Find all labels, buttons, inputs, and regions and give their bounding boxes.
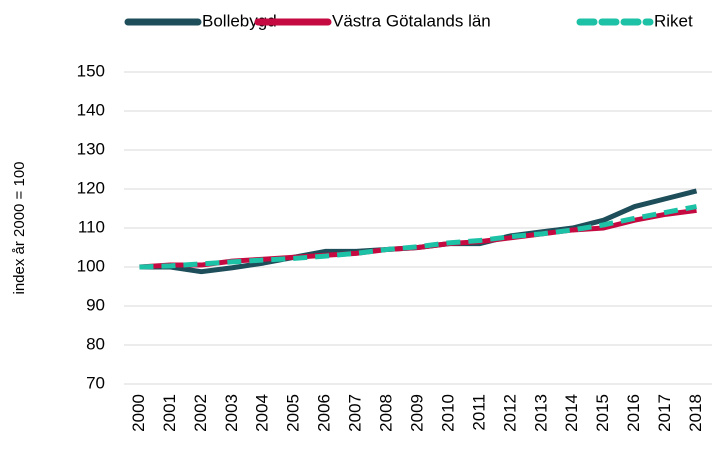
x-tick-label: 2010 (438, 394, 457, 432)
x-tick-label: 2018 (686, 394, 705, 432)
line-series (139, 207, 697, 270)
x-tick-label: 2002 (191, 394, 210, 432)
x-tick-label: 2003 (222, 394, 241, 432)
y-axis-label: index år 2000 = 100 (11, 161, 28, 294)
x-tick-label: 2008 (377, 394, 396, 432)
line-series (139, 204, 697, 270)
y-tick-label: 150 (77, 61, 105, 80)
x-tick-label: 2011 (469, 394, 488, 431)
x-tick-label: 2005 (284, 394, 303, 432)
x-tick-label: 2000 (129, 394, 148, 432)
y-tick-label: 70 (86, 373, 105, 392)
legend-label: Riket (654, 11, 693, 30)
y-tick-label: 130 (77, 139, 105, 158)
x-tick-label: 2006 (315, 394, 334, 432)
y-tick-label: 80 (86, 334, 105, 353)
legend-label: Västra Götalands län (332, 11, 491, 30)
x-tick-label: 2017 (655, 394, 674, 432)
x-tick-label: 2009 (407, 394, 426, 432)
x-tick-label: 2014 (562, 394, 581, 432)
y-tick-label: 120 (77, 178, 105, 197)
x-tick-label: 2013 (531, 394, 550, 432)
y-tick-label: 100 (77, 256, 105, 275)
x-tick-label: 2004 (253, 394, 272, 432)
x-tick-label: 2015 (593, 394, 612, 432)
x-tick-label: 2016 (624, 394, 643, 432)
legend-label: Bollebygd (202, 11, 277, 30)
x-tick-label: 2001 (160, 394, 179, 432)
y-tick-label: 110 (78, 217, 105, 236)
y-tick-label: 90 (86, 295, 105, 314)
x-tick-label: 2007 (346, 394, 365, 432)
y-tick-label: 140 (77, 100, 105, 119)
line-series (139, 188, 698, 275)
x-tick-label: 2012 (500, 394, 519, 432)
